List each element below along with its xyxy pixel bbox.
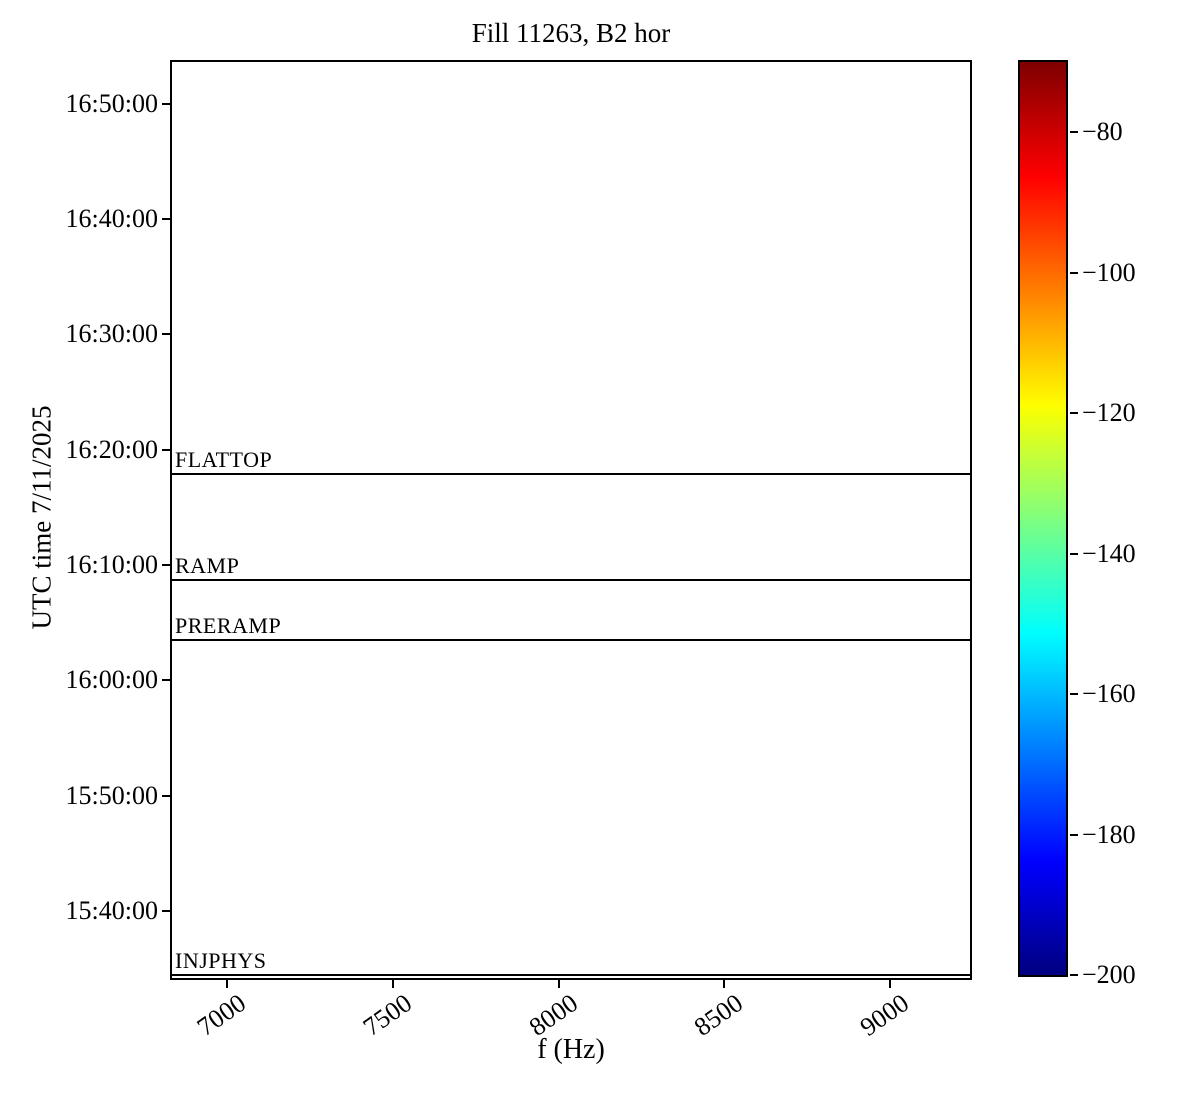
beam-mode-line-ramp <box>172 578 970 581</box>
beam-mode-label-flattop: FLATTOP <box>175 446 273 472</box>
beam-mode-label-ramp: RAMP <box>175 552 240 578</box>
colorbar-tick-label: −120 <box>1082 398 1136 428</box>
y-tick-mark <box>162 679 170 682</box>
x-tick-mark <box>723 980 726 988</box>
x-tick-mark <box>391 980 394 988</box>
y-tick-mark <box>162 217 170 220</box>
colorbar-tick-label: −80 <box>1082 117 1123 147</box>
colorbar-frame <box>1018 60 1068 977</box>
y-tick-mark <box>162 794 170 797</box>
colorbar-tick-label: −100 <box>1082 257 1136 287</box>
x-axis-label: f (Hz) <box>537 1034 605 1065</box>
colorbar-tick-label: −140 <box>1082 538 1136 568</box>
beam-mode-label-injphys: INJPHYS <box>175 947 267 973</box>
y-tick-mark <box>162 102 170 105</box>
colorbar-tick-mark <box>1070 974 1078 976</box>
y-tick-label: 16:50:00 <box>65 88 158 118</box>
beam-mode-line-preramp <box>172 638 970 641</box>
colorbar-tick-label: −200 <box>1082 960 1136 989</box>
y-tick-label: 16:00:00 <box>65 665 158 695</box>
axes-frame <box>170 60 972 980</box>
colorbar-tick-mark <box>1070 693 1078 696</box>
y-tick-label: 16:20:00 <box>65 434 158 464</box>
colorbar-tick-mark <box>1070 833 1078 836</box>
y-tick-mark <box>162 448 170 451</box>
y-tick-mark <box>162 910 170 913</box>
y-tick-label: 15:40:00 <box>65 896 158 926</box>
y-tick-mark <box>162 563 170 566</box>
colorbar-tick-mark <box>1070 552 1078 555</box>
x-tick-mark <box>889 980 892 988</box>
colorbar-tick-label: −180 <box>1082 819 1136 849</box>
y-tick-label: 16:10:00 <box>65 549 158 579</box>
colorbar-tick-mark <box>1070 271 1078 274</box>
y-tick-label: 15:50:00 <box>65 780 158 810</box>
y-tick-label: 16:30:00 <box>65 319 158 349</box>
beam-mode-line-injphys <box>172 973 970 976</box>
y-tick-mark <box>162 333 170 336</box>
colorbar-tick-label: −160 <box>1082 679 1136 709</box>
y-tick-label: 16:40:00 <box>65 203 158 233</box>
plot-title: Fill 11263, B2 hor <box>471 18 671 48</box>
colorbar-tick-mark <box>1070 131 1078 134</box>
x-tick-mark <box>225 980 228 988</box>
beam-mode-label-preramp: PRERAMP <box>175 612 282 638</box>
colorbar-tick-mark <box>1070 412 1078 415</box>
y-axis-label: UTC time 7/11/2025 <box>26 405 57 630</box>
beam-mode-line-flattop <box>172 472 970 475</box>
colorbar-gradient <box>1020 62 1066 975</box>
x-tick-mark <box>557 980 560 988</box>
